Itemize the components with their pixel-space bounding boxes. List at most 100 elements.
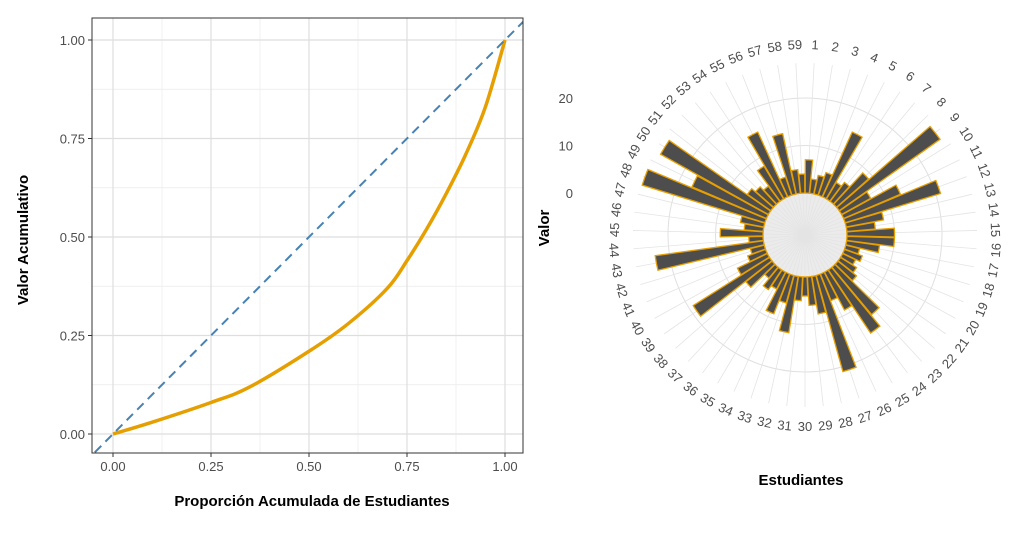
spoke-gridline	[717, 234, 806, 384]
polar-bar-32	[778, 274, 799, 334]
spoke-gridline	[669, 128, 806, 236]
spoke-gridline	[795, 63, 806, 236]
category-label: 5	[886, 58, 899, 75]
category-label: 36	[681, 378, 702, 399]
category-label: 12	[975, 161, 994, 180]
polar-bar-chart: 1 2 3 4567891011121314151617181920212223242…	[559, 37, 1004, 434]
lorenz-chart: 0.00 0.25 0.50 0.75 1.00 0.00 0.25 0.50 0.75 1.00	[60, 17, 524, 474]
polar-bar-34	[765, 271, 791, 315]
polar-bar-16	[845, 235, 896, 248]
category-label: 31	[777, 417, 793, 433]
spoke-gridline	[804, 68, 851, 236]
left-y-axis-title: Valor Acumulativo	[15, 175, 32, 305]
equality-line	[92, 20, 523, 453]
category-label: 9	[947, 110, 963, 125]
category-label: 11	[967, 142, 986, 161]
polar-bar-45	[719, 227, 764, 238]
category-label: 54	[690, 66, 710, 86]
polar-bar-27	[815, 273, 857, 373]
spoke-gridline	[804, 193, 973, 236]
category-label: 27	[856, 407, 874, 426]
polar-bar-5	[821, 131, 863, 200]
category-label: 26	[874, 400, 893, 420]
category-label: 23	[924, 365, 945, 386]
category-label: 30	[798, 419, 812, 434]
polar-bar-57	[772, 132, 797, 196]
category-label: 51	[645, 107, 666, 128]
polar-bar-49	[691, 175, 770, 220]
spoke-gridline	[733, 234, 806, 392]
category-label: 44	[606, 242, 622, 258]
spoke-gridline	[777, 65, 806, 236]
category-label: 28	[837, 413, 854, 431]
x-tick-label: 0.25	[198, 459, 223, 474]
spoke-gridline	[637, 193, 806, 236]
spoke-gridline	[633, 234, 806, 250]
category-label: 59	[787, 37, 802, 53]
polar-y-axis-title: Valor	[536, 209, 553, 246]
category-label: 17	[984, 262, 1001, 279]
category-label: 38	[650, 351, 671, 372]
category-label: 18	[979, 281, 998, 299]
spoke-gridline	[804, 234, 975, 268]
y-tick-label: 0.50	[60, 230, 85, 245]
category-label: 48	[616, 161, 635, 180]
y-tick-label: 0.25	[60, 329, 85, 344]
x-tick-label: 0.00	[100, 459, 125, 474]
plot-border	[91, 17, 524, 454]
spoke-gridline	[804, 211, 976, 236]
polar-bar-54	[756, 165, 785, 203]
category-label: 34	[716, 400, 735, 420]
x-tick-label: 0.75	[394, 459, 419, 474]
polar-bar-41	[746, 248, 769, 263]
category-label: 14	[985, 202, 1002, 218]
left-x-axis-title: Proporción Acumulada de Estudiantes	[174, 493, 449, 510]
spoke-gridline	[741, 74, 806, 236]
category-label: 22	[939, 351, 960, 372]
radial-tick-label: 0	[566, 186, 573, 201]
y-tick-label: 0.00	[60, 427, 85, 442]
spoke-gridline	[804, 114, 929, 236]
category-label: 50	[633, 124, 653, 144]
polar-bar-29	[806, 275, 817, 307]
category-label: 41	[619, 300, 638, 319]
spoke-gridline	[633, 230, 806, 236]
category-label: 13	[981, 181, 999, 199]
category-label: 39	[638, 335, 659, 355]
spoke-gridline	[804, 65, 833, 236]
category-label: 19	[972, 300, 991, 319]
spoke-gridline	[804, 102, 916, 236]
spoke-gridline	[804, 234, 964, 303]
category-label: 25	[892, 390, 912, 410]
polar-bar-39	[692, 256, 773, 318]
category-label: 49	[624, 142, 644, 162]
category-label: 40	[627, 318, 647, 338]
polar-bar-48	[641, 168, 768, 224]
category-label: 24	[909, 378, 930, 399]
polar-bar-1	[804, 159, 814, 194]
spoke-gridline	[646, 234, 806, 303]
category-label: 29	[817, 417, 833, 433]
category-label: 46	[608, 202, 625, 218]
polar-bar-15	[846, 227, 896, 238]
polar-bar-43	[654, 240, 765, 272]
spoke-gridline	[804, 234, 893, 384]
category-label: 52	[658, 92, 679, 113]
category-label: 43	[608, 262, 625, 279]
polar-bar-51	[746, 187, 775, 212]
polar-x-axis-title: Estudiantes	[758, 472, 843, 489]
polar-bar-23	[831, 263, 880, 316]
spoke-gridline	[804, 234, 956, 319]
radial-tick-label: 10	[559, 139, 573, 154]
polar-bar-9	[835, 125, 941, 212]
polar-bar-13	[844, 211, 885, 228]
category-label: 21	[951, 335, 972, 355]
x-tick-label: 0.50	[296, 459, 321, 474]
category-label: 2	[831, 39, 841, 55]
category-label: 32	[756, 413, 773, 431]
category-label: 37	[665, 365, 686, 386]
category-label: 33	[736, 407, 754, 426]
spoke-gridline	[804, 234, 946, 335]
spoke-gridline	[804, 234, 842, 404]
category-label: 58	[766, 38, 783, 55]
